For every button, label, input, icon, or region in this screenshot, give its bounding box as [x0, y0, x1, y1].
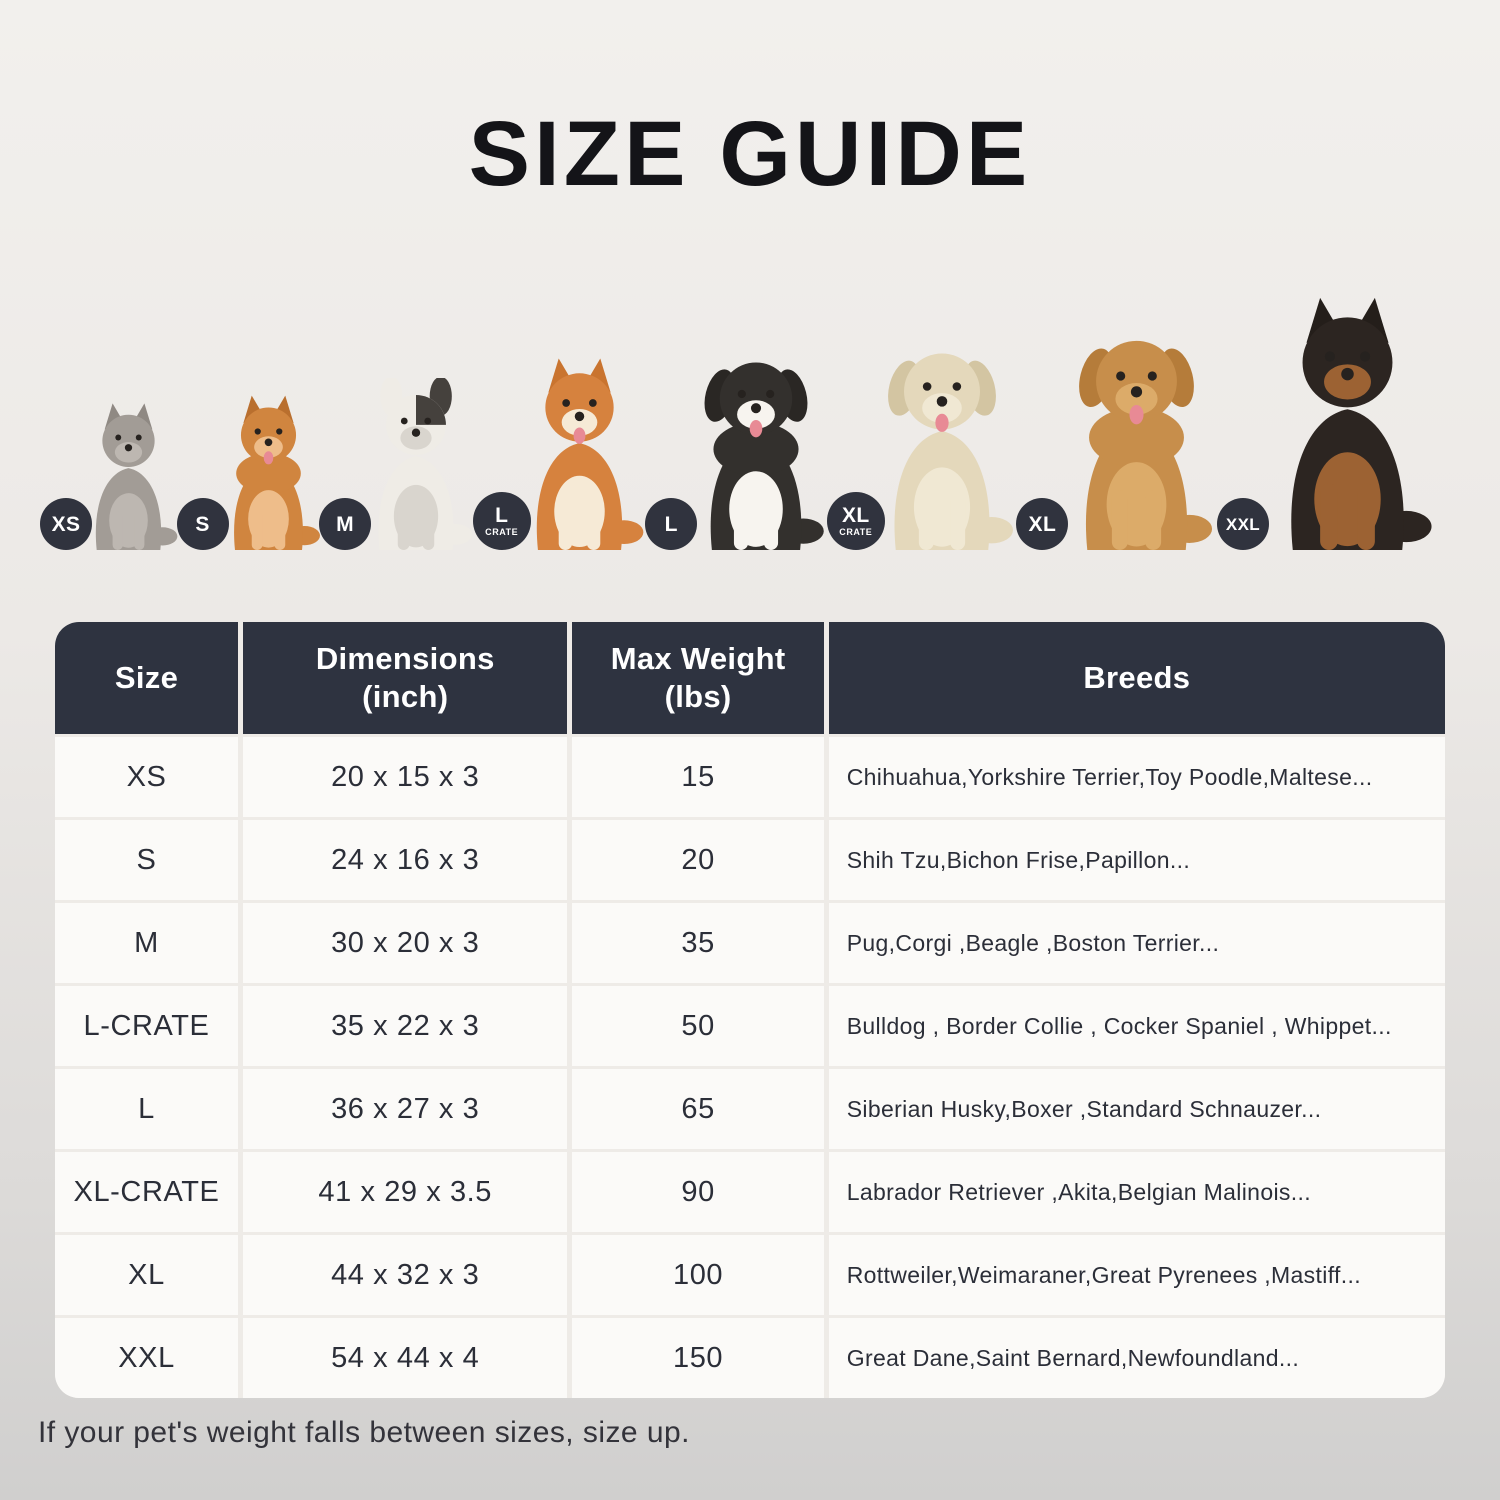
size-badge-label: XL	[1028, 512, 1057, 536]
cell-max-weight: 15	[572, 737, 824, 817]
column-header-sublabel: (lbs)	[664, 679, 732, 714]
size-badge-s: S	[176, 498, 229, 550]
cell-max-weight: 35	[572, 903, 824, 983]
column-header-sublabel: (inch)	[362, 679, 449, 714]
cell-dimensions: 35 x 22 x 3	[243, 986, 568, 1066]
cell-dimensions: 41 x 29 x 3.5	[243, 1152, 568, 1232]
pet-illustration-border-collie: L	[645, 342, 837, 550]
cell-breeds: Pug,Corgi ,Beagle ,Boston Terrier...	[828, 903, 1445, 983]
column-header-label: Max Weight	[610, 641, 786, 677]
size-badge-l: L	[645, 498, 698, 550]
size-badge-label: XXL	[1225, 514, 1260, 534]
size-badge-sublabel: CRATE	[485, 527, 519, 537]
cell-breeds: Rottweiler,Weimaraner,Great Pyrenees ,Ma…	[828, 1235, 1445, 1315]
pet-illustration-shiba-inu: L CRATE	[472, 354, 656, 550]
cell-size: L	[55, 1069, 238, 1149]
cell-size: XL-CRATE	[55, 1152, 238, 1232]
column-header-breeds: Breeds	[828, 622, 1445, 734]
cell-max-weight: 90	[572, 1152, 824, 1232]
size-badge-label: XS	[51, 512, 81, 536]
cell-dimensions: 30 x 20 x 3	[243, 903, 568, 983]
cell-size: XL	[55, 1235, 238, 1315]
size-badge-xl: XL	[1016, 498, 1069, 550]
cell-size: XXL	[55, 1318, 238, 1398]
cell-breeds: Great Dane,Saint Bernard,Newfoundland...	[828, 1318, 1445, 1398]
pet-illustration-golden-retriever: XL	[1016, 318, 1227, 550]
column-header-label: Dimensions	[315, 641, 495, 677]
cell-breeds: Bulldog , Border Collie , Cocker Spaniel…	[828, 986, 1445, 1066]
pet-illustration-doberman: XXL	[1216, 292, 1448, 550]
column-header-label: Size	[114, 660, 179, 696]
size-badge-l-crate: L CRATE	[472, 492, 531, 550]
cell-breeds: Labrador Retriever ,Akita,Belgian Malino…	[828, 1152, 1445, 1232]
cell-dimensions: 20 x 15 x 3	[243, 737, 568, 817]
size-badge-xs: XS	[40, 498, 92, 550]
size-badge-sublabel: CRATE	[839, 527, 873, 537]
size-table: Size Dimensions (inch) Max Weight (lbs) …	[55, 622, 1445, 1398]
pet-size-lineup: XS S M L CRATE L XL CRATE XL	[0, 280, 1500, 550]
column-header-label: Breeds	[1083, 660, 1191, 696]
page-title: SIZE GUIDE	[468, 103, 1032, 205]
pet-illustration-cat: XS	[40, 400, 187, 550]
cell-max-weight: 65	[572, 1069, 824, 1149]
cell-breeds: Chihuahua,Yorkshire Terrier,Toy Poodle,M…	[828, 737, 1445, 817]
size-badge-xxl: XXL	[1216, 498, 1269, 550]
sizing-note: If your pet's weight falls between sizes…	[38, 1416, 690, 1449]
cell-max-weight: 50	[572, 986, 824, 1066]
cell-dimensions: 44 x 32 x 3	[243, 1235, 568, 1315]
cell-max-weight: 100	[572, 1235, 824, 1315]
cell-dimensions: 54 x 44 x 4	[243, 1318, 568, 1398]
size-badge-label: XL	[841, 504, 870, 527]
pet-illustration-labrador: XL CRATE	[826, 332, 1027, 550]
cell-size: S	[55, 820, 238, 900]
size-badge-xl-crate: XL CRATE	[826, 492, 885, 550]
cell-breeds: Siberian Husky,Boxer ,Standard Schnauzer…	[828, 1069, 1445, 1149]
size-badge-label: L	[495, 504, 509, 527]
size-badge-label: S	[195, 512, 210, 536]
size-badge-label: L	[664, 512, 678, 536]
cell-dimensions: 36 x 27 x 3	[243, 1069, 568, 1149]
cell-size: M	[55, 903, 238, 983]
column-header-dimensions: Dimensions (inch)	[243, 622, 568, 734]
cell-max-weight: 20	[572, 820, 824, 900]
pet-illustration-french-bulldog: M	[319, 378, 483, 550]
cell-size: XS	[55, 737, 238, 817]
column-header-max-weight: Max Weight (lbs)	[572, 622, 824, 734]
cell-max-weight: 150	[572, 1318, 824, 1398]
size-badge-m: M	[319, 498, 372, 550]
cell-size: L-CRATE	[55, 986, 238, 1066]
pet-illustration-pomeranian: S	[176, 392, 330, 550]
cell-dimensions: 24 x 16 x 3	[243, 820, 568, 900]
cell-breeds: Shih Tzu,Bichon Frise,Papillon...	[828, 820, 1445, 900]
column-header-size: Size	[55, 622, 238, 734]
size-badge-label: M	[336, 512, 355, 536]
